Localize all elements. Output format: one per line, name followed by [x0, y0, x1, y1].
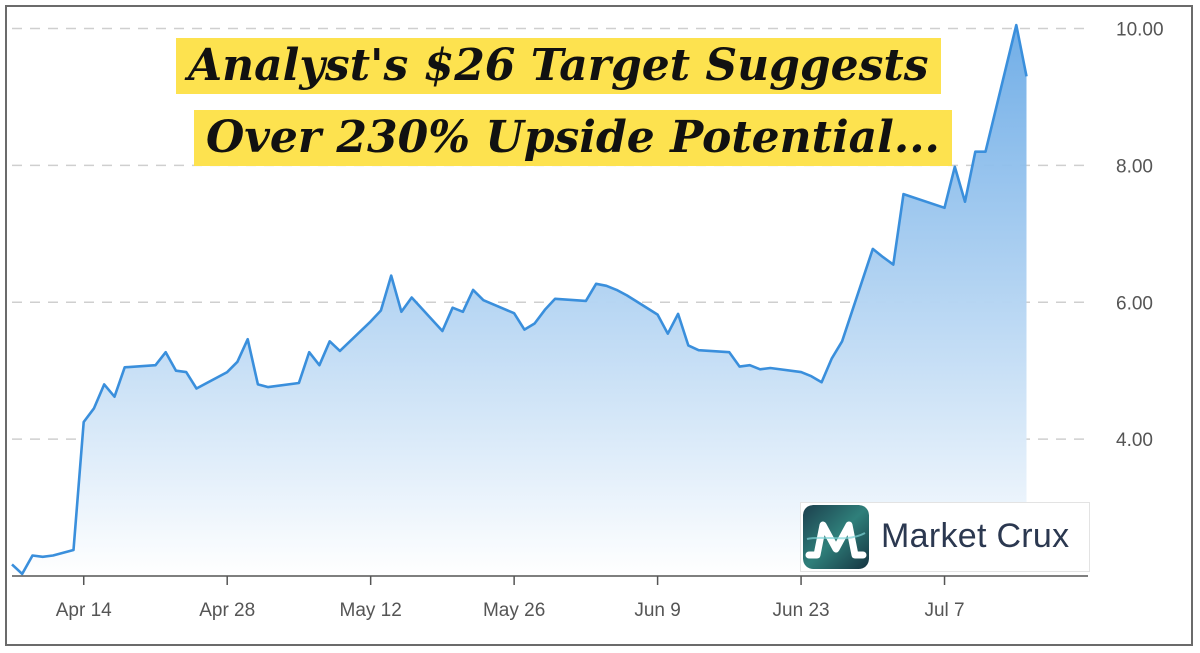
x-tick-label: Apr 14	[56, 600, 112, 621]
price-area	[12, 25, 1027, 577]
x-tick-label: Jun 9	[634, 600, 680, 621]
price-line	[11, 23, 1028, 576]
y-axis: 4.00 6.00 8.00 10.00	[1116, 20, 1164, 452]
x-tick-label: May 26	[483, 600, 545, 621]
x-tick-label: Jul 7	[924, 600, 964, 621]
y-tick-label: 4.00	[1116, 430, 1153, 451]
x-axis	[12, 575, 1088, 585]
market-crux-logo-icon	[803, 505, 869, 569]
y-tick-label: 6.00	[1116, 293, 1153, 314]
headline-line-1: Analyst's $26 Target Suggests	[176, 38, 941, 94]
x-axis-labels: Apr 14 Apr 28 May 12 May 26 Jun 9 Jun 23 Jul 7	[56, 600, 965, 621]
y-tick-label: 10.00	[1116, 20, 1164, 41]
x-tick-label: May 12	[340, 600, 402, 621]
x-tick-label: Apr 28	[199, 600, 255, 621]
x-tick-label: Jun 23	[773, 600, 830, 621]
y-tick-label: 8.00	[1116, 156, 1153, 177]
brand-name: Market Crux	[881, 517, 1070, 555]
headline-line-2: Over 230% Upside Potential...	[194, 110, 952, 166]
market-crux-logo: Market Crux	[800, 502, 1090, 572]
